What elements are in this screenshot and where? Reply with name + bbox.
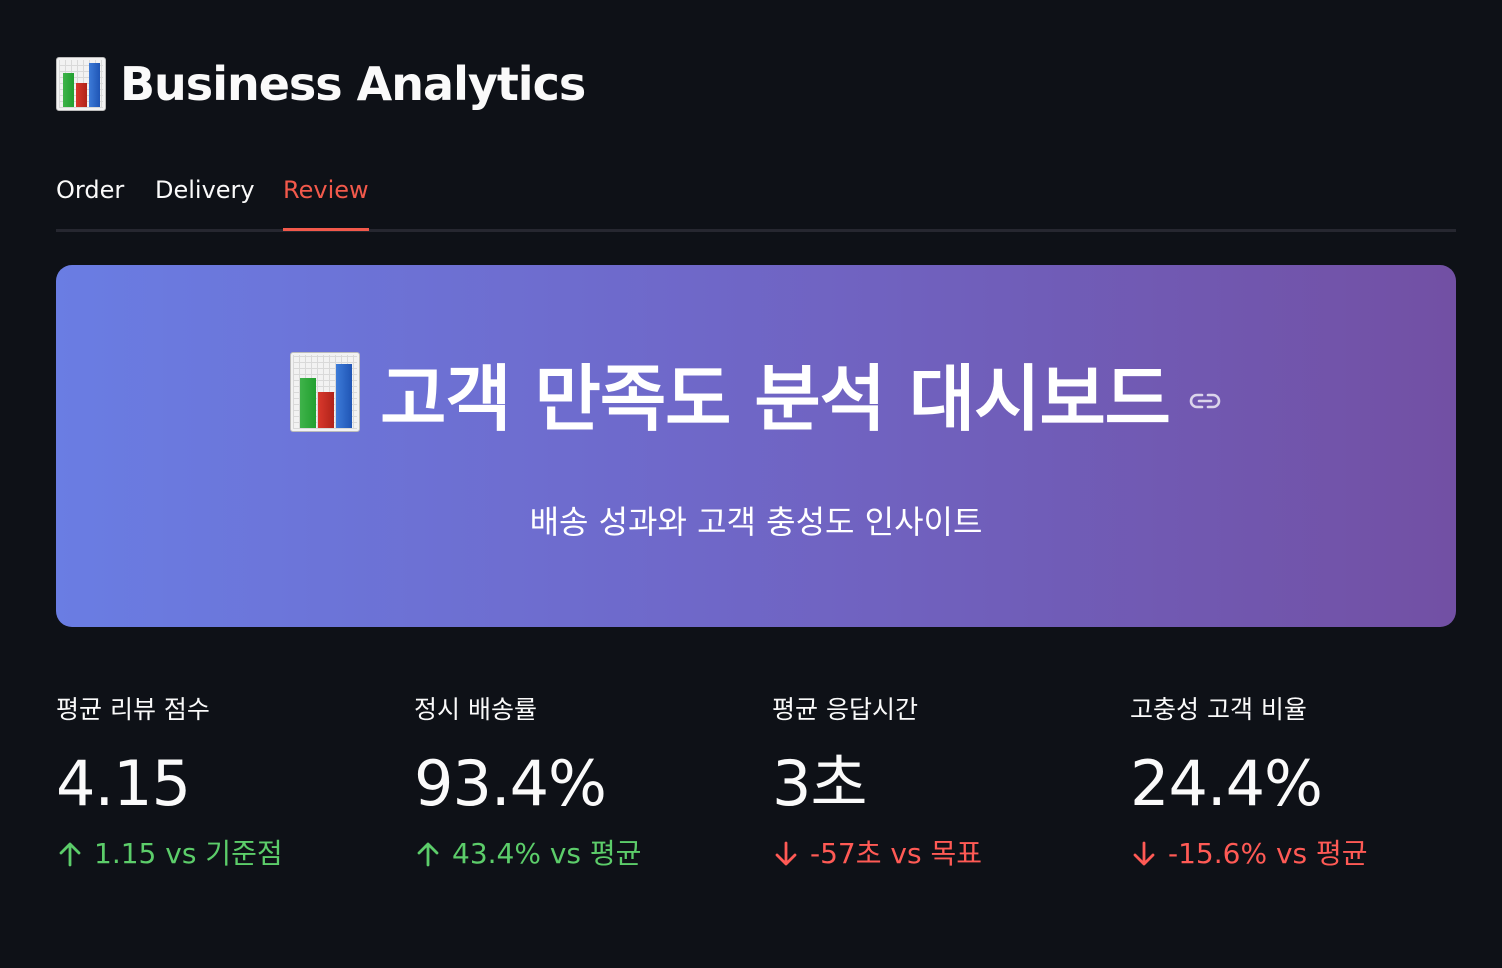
metric-label: 평균 리뷰 점수 — [56, 695, 210, 724]
tab-delivery[interactable]: Delivery — [155, 176, 255, 204]
metric-delta: 1.15 vs 기준점 — [56, 834, 396, 874]
metric-high-loyalty-ratio: 고충성 고객 비율 24.4% -15.6% vs 평균 — [1130, 690, 1470, 874]
hero-banner: 고객 만족도 분석 대시보드 배송 성과와 고객 충성도 인사이트 — [56, 265, 1456, 627]
metric-delta-text: -57초 vs 목표 — [810, 837, 982, 870]
metric-value: 4.15 — [56, 747, 191, 820]
arrow-up-icon — [59, 842, 81, 867]
metric-delta-text: 1.15 vs 기준점 — [94, 837, 283, 870]
app-header: Business Analytics — [56, 52, 586, 116]
metric-label: 고충성 고객 비율 — [1130, 695, 1307, 724]
tab-bar: Order Delivery Review — [56, 168, 1456, 232]
metric-value: 3초 — [772, 747, 868, 820]
page-title: Business Analytics — [120, 57, 586, 111]
link-icon[interactable] — [1188, 391, 1222, 411]
metric-delta-text: 43.4% vs 평균 — [452, 837, 642, 870]
arrow-up-icon — [417, 842, 439, 867]
metric-avg-review-score: 평균 리뷰 점수 4.15 1.15 vs 기준점 — [56, 690, 396, 874]
arrow-down-icon — [1133, 841, 1155, 866]
metric-value: 93.4% — [414, 747, 607, 820]
metric-label: 평균 응답시간 — [772, 695, 918, 724]
hero-heading: 고객 만족도 분석 대시보드 — [56, 347, 1456, 441]
hero-subtitle: 배송 성과와 고객 충성도 인사이트 — [529, 503, 983, 541]
hero-title: 고객 만족도 분석 대시보드 — [380, 356, 1171, 441]
tab-review[interactable]: Review — [283, 172, 369, 231]
arrow-down-icon — [775, 841, 797, 866]
metric-value: 24.4% — [1130, 747, 1323, 820]
bar-chart-icon — [290, 352, 361, 432]
metric-delta: -57초 vs 목표 — [772, 834, 1112, 874]
metric-delta: -15.6% vs 평균 — [1130, 834, 1470, 874]
metric-label: 정시 배송률 — [414, 695, 537, 724]
metric-delta-text: -15.6% vs 평균 — [1168, 837, 1368, 870]
tab-order[interactable]: Order — [56, 176, 125, 204]
metric-delta: 43.4% vs 평균 — [414, 834, 754, 874]
bar-chart-icon — [56, 57, 106, 111]
metric-avg-response-time: 평균 응답시간 3초 -57초 vs 목표 — [772, 690, 1112, 874]
metric-on-time-delivery: 정시 배송률 93.4% 43.4% vs 평균 — [414, 690, 754, 874]
